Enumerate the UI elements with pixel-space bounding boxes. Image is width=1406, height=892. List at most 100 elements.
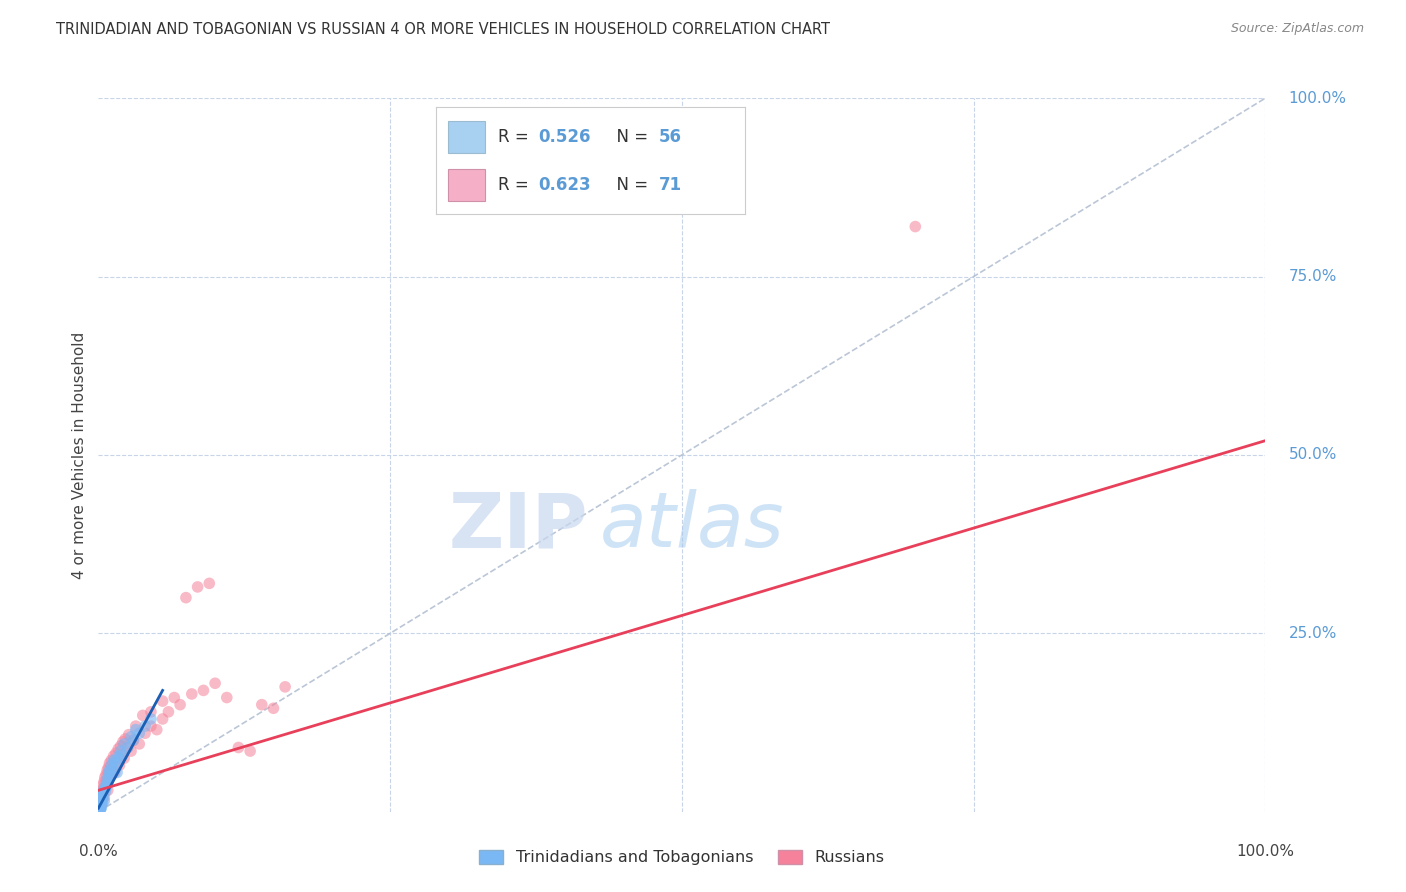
Point: [91, 787, 114, 801]
Point: [91, 790, 114, 805]
Point: [89, 799, 111, 814]
Point: [93, 783, 115, 797]
Point: [107, 749, 129, 764]
Point: [122, 733, 145, 747]
Point: [90, 793, 112, 807]
Point: [128, 737, 150, 751]
Text: R =: R =: [498, 177, 534, 194]
Point: [89, 802, 111, 816]
Point: [97, 783, 120, 797]
Point: [139, 712, 162, 726]
Text: 25.0%: 25.0%: [1289, 626, 1337, 640]
Text: TRINIDADIAN AND TOBAGONIAN VS RUSSIAN 4 OR MORE VEHICLES IN HOUSEHOLD CORRELATIO: TRINIDADIAN AND TOBAGONIAN VS RUSSIAN 4 …: [56, 22, 830, 37]
Point: [93, 794, 115, 808]
Point: [89, 801, 111, 815]
Point: [90, 802, 112, 816]
Point: [91, 789, 114, 803]
Text: 71: 71: [658, 177, 682, 194]
Point: [94, 771, 117, 785]
Point: [94, 780, 117, 794]
Point: [89, 799, 111, 814]
Point: [100, 758, 122, 772]
Point: [87, 804, 110, 818]
Point: [89, 801, 111, 815]
Point: [117, 740, 139, 755]
Point: [104, 765, 127, 780]
Point: [204, 676, 226, 690]
Point: [111, 747, 134, 762]
Text: 100.0%: 100.0%: [1236, 844, 1295, 859]
Point: [97, 760, 120, 774]
Point: [110, 739, 132, 753]
Point: [128, 726, 150, 740]
Point: [90, 796, 112, 810]
Point: [96, 764, 118, 778]
Point: [904, 219, 927, 234]
Point: [98, 769, 121, 783]
Point: [89, 794, 111, 808]
Point: [94, 785, 117, 799]
Point: [89, 803, 111, 817]
Point: [101, 762, 124, 776]
Point: [89, 796, 111, 810]
Text: 0.526: 0.526: [538, 128, 591, 146]
Point: [120, 730, 142, 744]
Text: R =: R =: [498, 128, 534, 146]
Point: [105, 755, 128, 769]
Point: [97, 769, 120, 783]
Point: [90, 797, 112, 812]
Point: [120, 744, 142, 758]
Point: [198, 576, 221, 591]
Text: ZIP: ZIP: [449, 490, 589, 563]
Point: [215, 690, 238, 705]
Point: [90, 789, 112, 803]
Point: [97, 776, 120, 790]
Text: atlas: atlas: [600, 490, 785, 563]
Point: [163, 690, 186, 705]
Text: N =: N =: [606, 128, 654, 146]
Point: [100, 753, 122, 767]
Point: [250, 698, 273, 712]
Point: [94, 778, 117, 792]
Point: [94, 781, 117, 796]
Point: [103, 753, 125, 767]
Point: [93, 774, 115, 789]
Text: 75.0%: 75.0%: [1289, 269, 1337, 284]
Point: [104, 755, 127, 769]
Point: [90, 800, 112, 814]
Point: [91, 785, 114, 799]
Point: [157, 705, 180, 719]
Point: [91, 796, 114, 810]
Point: [103, 749, 125, 764]
Point: [89, 797, 111, 812]
Point: [98, 756, 121, 771]
Point: [104, 756, 127, 771]
Point: [89, 799, 111, 814]
Point: [87, 805, 110, 819]
Point: [111, 735, 134, 749]
Point: [93, 783, 115, 797]
Point: [90, 790, 112, 805]
Point: [94, 767, 117, 781]
Text: N =: N =: [606, 177, 654, 194]
Point: [97, 765, 120, 780]
Point: [96, 776, 118, 790]
Point: [139, 719, 162, 733]
Point: [98, 769, 121, 783]
Point: [152, 694, 174, 708]
Point: [98, 764, 121, 778]
Point: [87, 804, 110, 818]
Point: [104, 746, 127, 760]
Point: [89, 803, 111, 817]
Point: [274, 680, 297, 694]
Point: [87, 804, 110, 818]
Point: [169, 698, 191, 712]
Point: [193, 683, 215, 698]
Point: [114, 731, 136, 746]
Point: [90, 794, 112, 808]
Point: [90, 787, 112, 801]
Point: [87, 803, 110, 817]
Point: [93, 790, 115, 805]
Legend: Trinidadians and Tobagonians, Russians: Trinidadians and Tobagonians, Russians: [472, 843, 891, 871]
Point: [90, 799, 112, 814]
